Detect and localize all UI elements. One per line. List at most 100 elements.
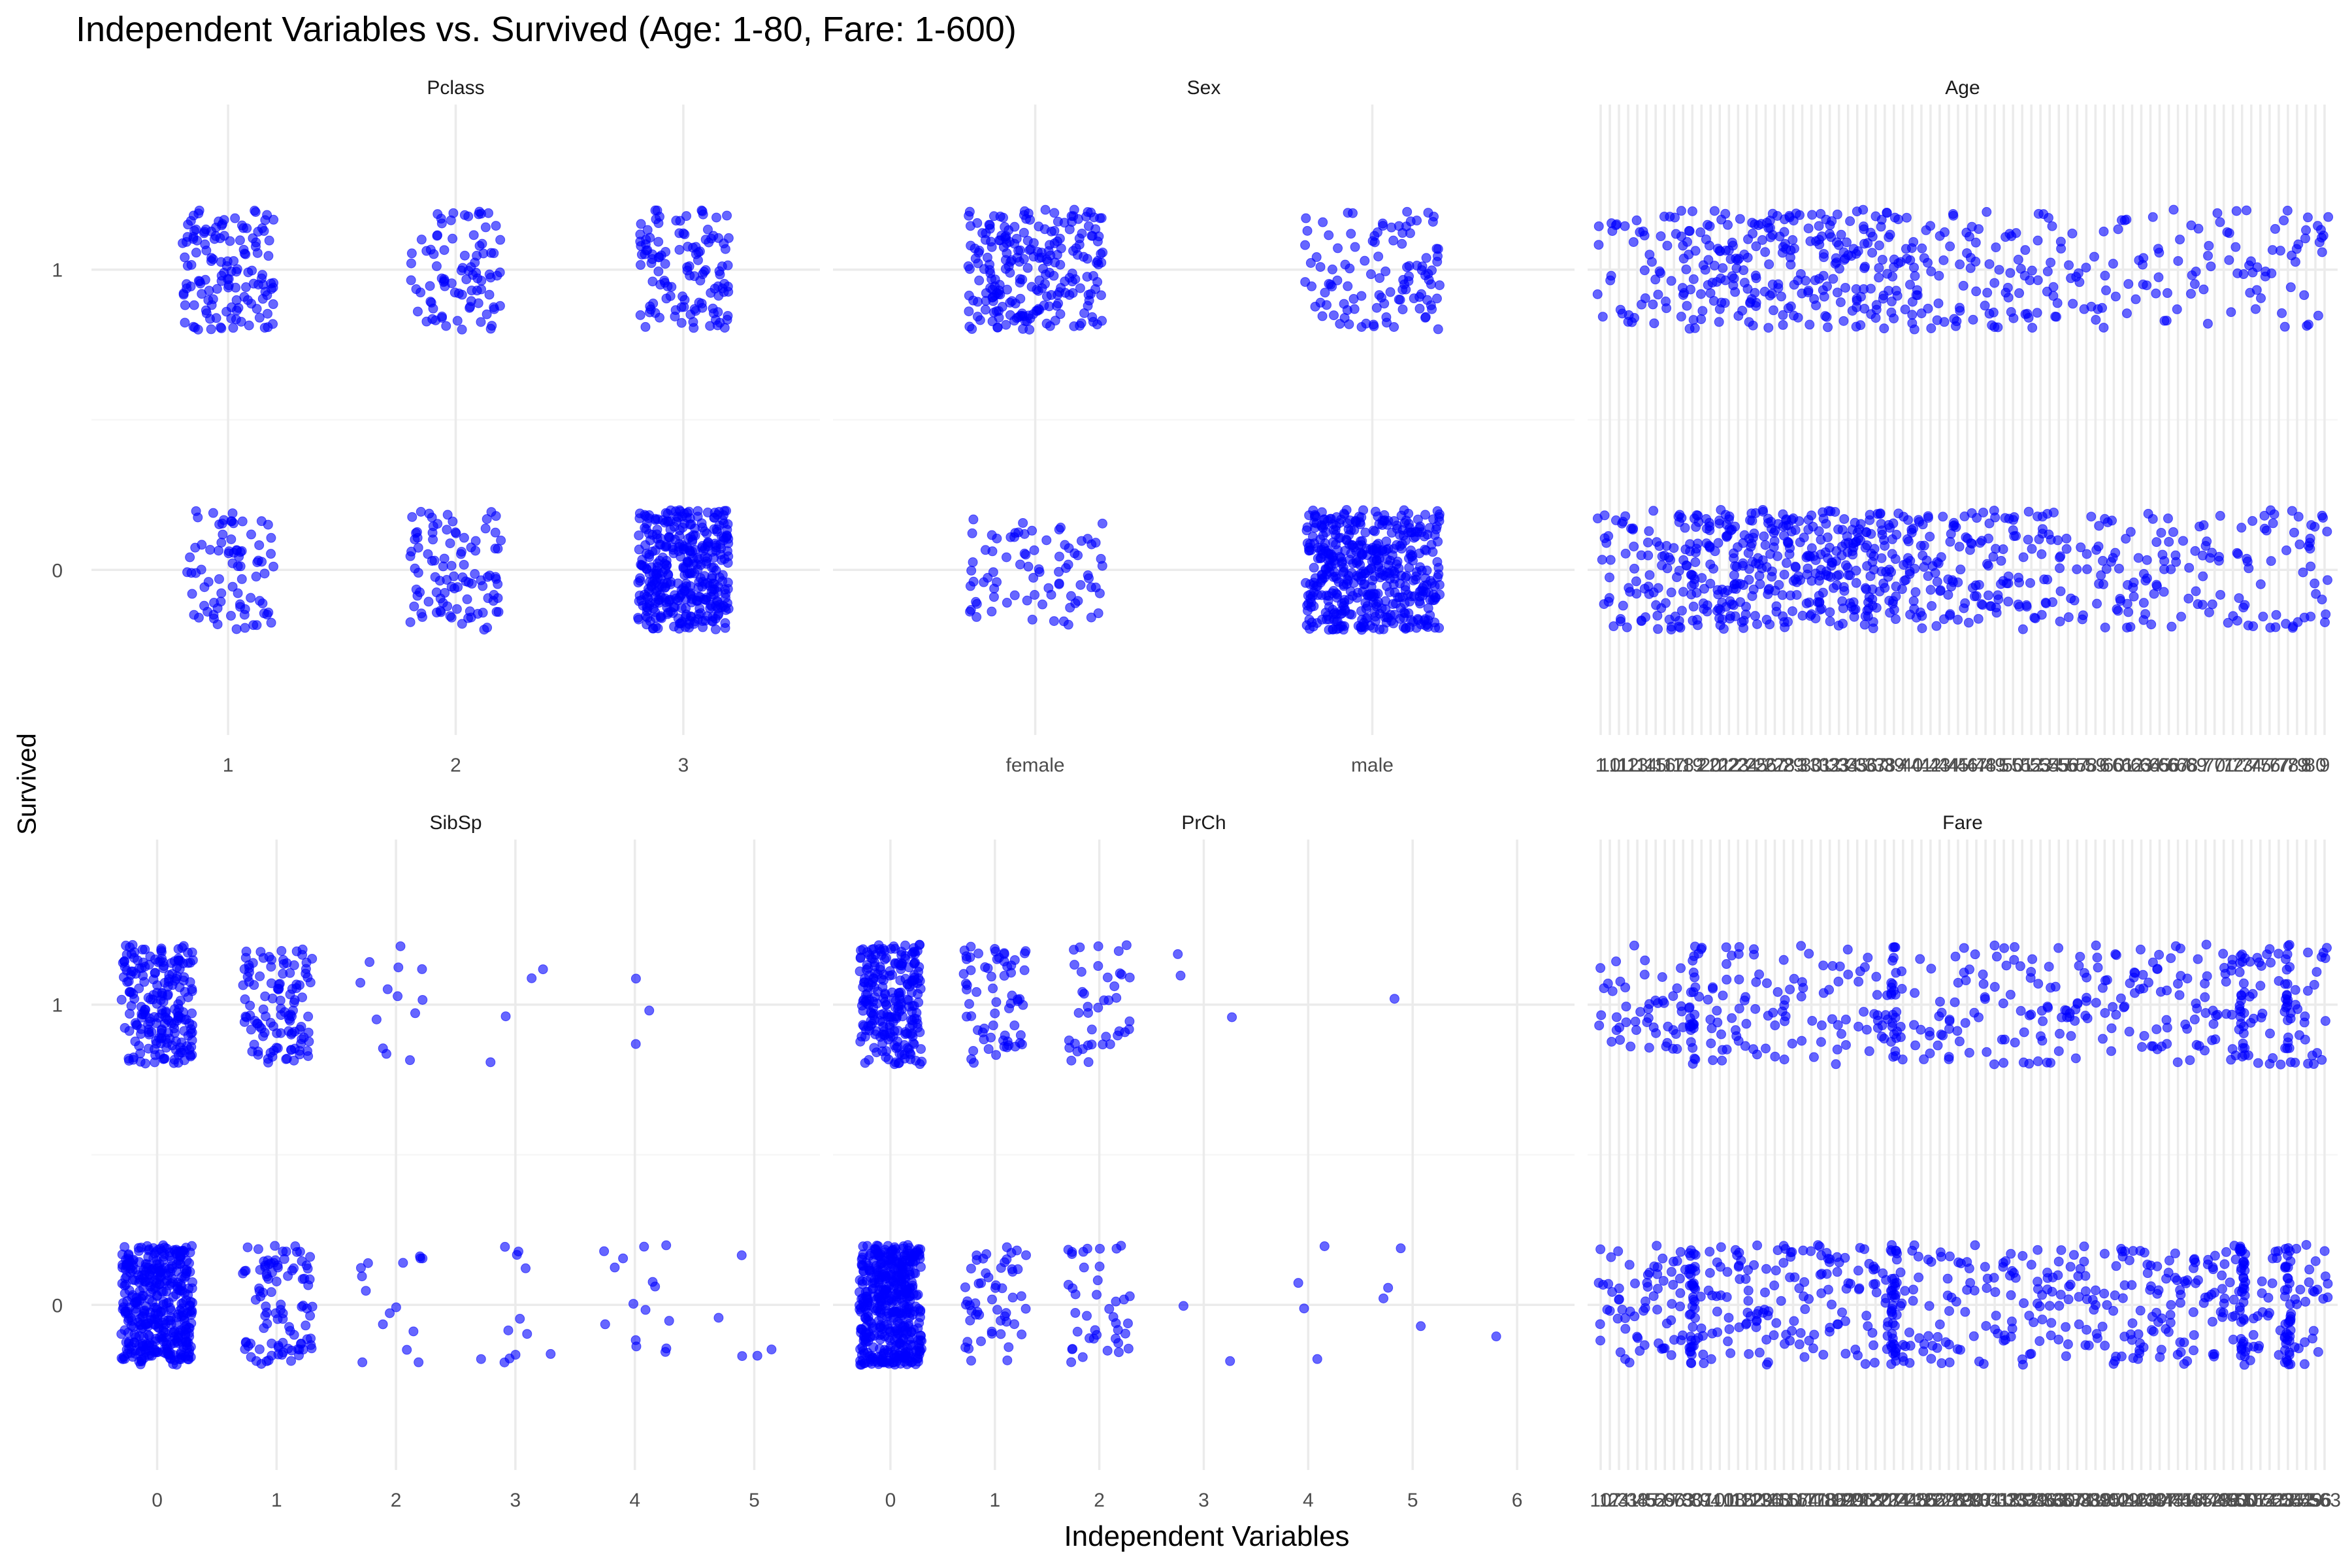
data-point — [979, 577, 989, 587]
data-point — [1328, 585, 1339, 596]
data-point — [1018, 517, 1028, 528]
data-point — [2091, 315, 2101, 325]
data-point — [2250, 304, 2261, 314]
data-point — [1834, 570, 1844, 580]
data-point — [1629, 563, 1640, 574]
data-point — [864, 1000, 874, 1010]
data-point — [1649, 318, 1659, 329]
data-point — [1666, 276, 1676, 286]
data-point — [1373, 252, 1384, 262]
data-point — [193, 612, 204, 623]
data-point — [610, 1262, 620, 1273]
data-point — [1764, 259, 1774, 270]
data-point — [2042, 267, 2053, 277]
data-point — [1111, 1318, 1121, 1328]
data-point — [269, 561, 279, 572]
data-point — [1840, 560, 1851, 570]
data-point — [1389, 515, 1399, 526]
data-point — [1998, 544, 2008, 555]
data-point — [2131, 294, 2141, 304]
data-point — [123, 1053, 134, 1064]
data-point — [136, 1029, 146, 1039]
data-point — [2306, 520, 2317, 531]
data-point — [994, 235, 1004, 246]
data-point — [1982, 206, 1992, 217]
data-point — [1776, 291, 1786, 302]
data-point — [1029, 545, 1039, 555]
data-point — [1369, 554, 1379, 564]
data-point — [178, 1045, 189, 1056]
data-point — [674, 623, 685, 634]
data-point — [2043, 212, 2053, 223]
data-point — [972, 1255, 982, 1266]
data-point — [1750, 611, 1760, 621]
data-point — [2121, 308, 2132, 319]
data-point — [875, 1334, 885, 1345]
data-point — [216, 596, 226, 607]
data-point — [1858, 221, 1869, 232]
data-point — [1939, 227, 1950, 237]
x-tick-label: 1 — [989, 1490, 1000, 1511]
data-point — [985, 268, 996, 278]
data-point — [522, 1329, 532, 1339]
data-point — [911, 1014, 922, 1024]
data-point — [1339, 508, 1349, 519]
data-point — [216, 322, 226, 333]
data-point — [1096, 553, 1106, 564]
data-point — [1408, 575, 1418, 585]
data-point — [457, 619, 467, 629]
data-point — [2114, 563, 2124, 574]
data-point — [205, 545, 216, 555]
data-point — [1333, 243, 1343, 253]
x-tick-label: 3 — [1198, 1490, 1209, 1511]
data-point — [1629, 542, 1639, 552]
data-point — [1825, 616, 1835, 627]
data-point — [152, 980, 163, 990]
data-point — [1814, 526, 1824, 536]
data-point — [889, 941, 899, 952]
data-point — [1069, 945, 1079, 955]
data-point — [1173, 949, 1183, 959]
data-point — [1769, 536, 1780, 546]
data-point — [736, 1250, 747, 1260]
data-point — [1068, 1283, 1078, 1294]
data-point — [2081, 263, 2091, 273]
data-point — [915, 1305, 926, 1315]
data-point — [266, 617, 276, 628]
data-point — [382, 984, 393, 994]
data-point — [268, 319, 278, 329]
data-point — [283, 1343, 293, 1354]
data-point — [970, 253, 981, 264]
data-point — [1422, 295, 1433, 305]
data-point — [864, 1250, 875, 1261]
data-point — [1945, 536, 1955, 547]
data-point — [661, 508, 671, 518]
data-point — [766, 1344, 777, 1354]
data-point — [1415, 521, 1426, 532]
data-point — [237, 516, 248, 527]
data-point — [1948, 210, 1959, 221]
data-point — [244, 320, 254, 331]
data-point — [907, 1357, 917, 1367]
data-point — [2125, 622, 2136, 632]
data-point — [991, 1050, 1002, 1060]
data-point — [1086, 1024, 1097, 1035]
data-point — [1665, 555, 1676, 565]
data-point — [1302, 522, 1313, 532]
data-point — [1404, 261, 1414, 271]
data-point — [267, 1267, 277, 1278]
data-point — [257, 598, 268, 609]
data-point — [1004, 1342, 1014, 1352]
data-point — [1599, 510, 1610, 521]
data-point — [1934, 270, 1944, 281]
data-point — [1802, 569, 1812, 580]
data-point — [276, 1028, 286, 1038]
data-point — [1759, 531, 1769, 542]
data-point — [674, 244, 685, 255]
data-point — [2322, 575, 2332, 585]
data-point — [968, 514, 979, 525]
data-point — [237, 220, 247, 231]
data-point — [1648, 299, 1658, 310]
data-point — [631, 1341, 642, 1352]
data-point — [1885, 229, 1895, 240]
